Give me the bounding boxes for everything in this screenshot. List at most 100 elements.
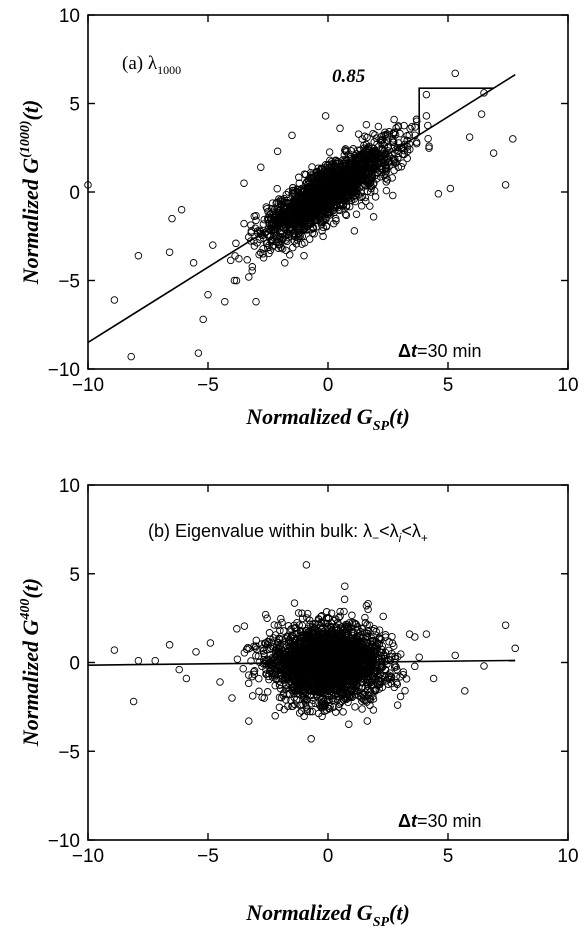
data-point <box>343 673 351 681</box>
x-tick-label: 10 <box>557 846 578 867</box>
data-point <box>351 619 360 628</box>
data-point <box>342 211 351 220</box>
data-point <box>341 688 350 697</box>
data-point <box>342 203 351 211</box>
data-point <box>359 656 368 665</box>
data-point <box>281 685 290 693</box>
data-point <box>298 614 307 623</box>
data-point <box>258 693 266 702</box>
data-point <box>317 684 325 692</box>
data-point <box>367 691 375 700</box>
data-point <box>285 204 294 213</box>
data-point <box>321 172 330 181</box>
data-point <box>283 660 292 669</box>
data-point <box>365 621 374 629</box>
data-point <box>303 661 312 669</box>
data-point <box>273 184 281 193</box>
panel-a-slope-triangle <box>418 87 494 135</box>
data-point <box>255 674 263 683</box>
data-point <box>292 668 301 677</box>
data-point <box>363 680 372 689</box>
data-point <box>268 669 276 677</box>
data-point <box>308 700 316 708</box>
data-point <box>339 708 347 716</box>
y-tick-label: 5 <box>69 565 80 586</box>
data-point <box>338 641 347 649</box>
data-point <box>295 659 304 668</box>
data-point <box>392 158 400 167</box>
data-point <box>255 226 264 235</box>
data-point <box>366 701 374 710</box>
data-point <box>366 637 375 646</box>
data-point <box>319 223 327 232</box>
data-point <box>248 692 257 700</box>
data-point <box>330 653 339 661</box>
data-point <box>268 242 277 251</box>
data-point <box>374 149 383 158</box>
data-point <box>422 112 431 120</box>
data-point <box>314 683 322 692</box>
data-point <box>377 136 386 145</box>
data-point <box>394 653 402 661</box>
y-tick-label: 5 <box>69 95 80 116</box>
data-point <box>368 646 376 655</box>
data-point <box>363 668 371 677</box>
data-point <box>244 679 253 688</box>
data-point <box>282 190 291 199</box>
data-point <box>206 639 215 647</box>
data-point <box>349 163 358 171</box>
data-point <box>273 147 282 156</box>
data-point <box>300 225 309 234</box>
data-point <box>291 666 299 675</box>
data-point <box>401 686 409 695</box>
data-point <box>309 642 317 650</box>
data-point <box>321 632 330 641</box>
data-point <box>326 187 335 195</box>
data-point <box>204 290 212 299</box>
data-point <box>324 178 333 186</box>
data-point <box>306 707 314 716</box>
data-point <box>289 675 297 684</box>
data-point <box>307 174 316 182</box>
data-point <box>317 618 326 626</box>
data-point <box>271 712 279 720</box>
data-point <box>324 685 333 694</box>
x-tick-label: −10 <box>72 846 104 867</box>
data-point <box>274 647 282 656</box>
data-point <box>296 701 304 710</box>
data-point <box>319 663 327 671</box>
data-point <box>282 246 290 255</box>
data-point <box>265 219 273 228</box>
data-point <box>357 202 366 210</box>
data-point <box>312 216 320 225</box>
data-point <box>341 582 349 590</box>
data-point <box>257 163 265 171</box>
data-point <box>321 112 330 120</box>
data-point <box>240 179 248 187</box>
data-point <box>270 621 279 629</box>
data-point <box>280 200 288 208</box>
data-point <box>326 640 334 648</box>
data-point <box>353 632 362 641</box>
data-point <box>303 614 311 622</box>
data-point <box>501 621 510 629</box>
data-point <box>350 227 359 235</box>
data-point <box>274 621 282 630</box>
data-point <box>247 227 256 235</box>
data-point <box>357 634 366 643</box>
data-point <box>248 263 257 271</box>
data-point <box>367 663 375 671</box>
data-point <box>271 210 280 218</box>
data-point <box>382 178 391 186</box>
data-point <box>367 182 375 190</box>
data-point <box>266 667 274 675</box>
data-point <box>308 192 316 201</box>
data-point <box>353 179 361 188</box>
data-point <box>293 681 301 690</box>
data-point <box>372 637 380 646</box>
data-point <box>245 273 253 281</box>
data-point <box>366 176 374 185</box>
data-point <box>291 687 300 695</box>
data-point <box>399 670 407 679</box>
